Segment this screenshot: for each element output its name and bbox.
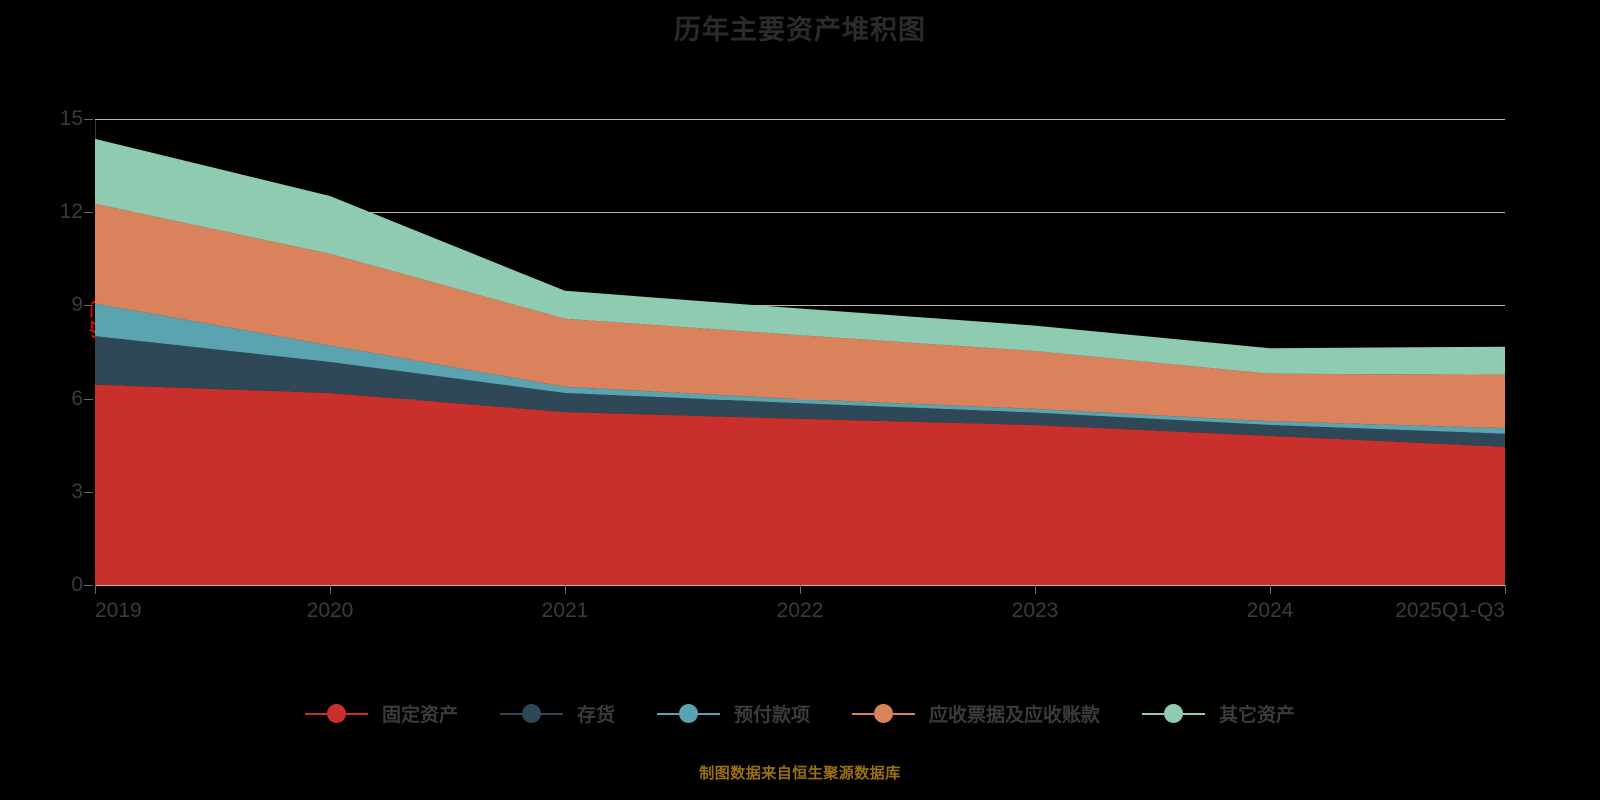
chart-legend: 固定资产 存货 预付款项 应收票据及应收账款 其它资产 xyxy=(0,700,1600,727)
x-axis-tick-label: 2024 xyxy=(1246,599,1294,622)
y-axis-tick-label: 9 xyxy=(71,293,83,317)
legend-line-icon xyxy=(852,712,874,715)
legend-dot-icon xyxy=(874,704,893,723)
legend-label: 存货 xyxy=(576,705,615,726)
x-axis-tick-mark xyxy=(95,585,96,594)
legend-label: 应收票据及应收账款 xyxy=(929,705,1101,726)
x-axis-tick-mark xyxy=(1270,585,1271,594)
chart-title: 历年主要资产堆积图 xyxy=(674,15,926,45)
legend-dot-icon xyxy=(521,704,541,723)
gridline xyxy=(95,119,1505,120)
legend-line-icon xyxy=(893,712,915,715)
legend-line-icon xyxy=(499,712,522,715)
legend-dot-icon xyxy=(678,704,698,723)
legend-line-icon xyxy=(656,712,679,715)
legend-label: 固定资产 xyxy=(381,705,458,726)
x-axis-tick-mark xyxy=(1505,585,1506,594)
x-axis-tick-label: 2023 xyxy=(1011,599,1059,622)
x-axis-tick-label: 2019 xyxy=(95,599,142,622)
legend-line-icon xyxy=(1142,712,1165,715)
y-axis-tick-mark xyxy=(84,585,93,586)
y-axis-tick-mark xyxy=(84,212,93,214)
x-axis-tick-label: 2022 xyxy=(776,599,824,622)
x-axis-tick-label: 2025Q1-Q3 xyxy=(1395,599,1505,622)
legend-item[interactable]: 固定资产 xyxy=(304,700,458,727)
y-axis-tick-label: 12 xyxy=(59,200,83,224)
y-axis-tick-mark xyxy=(84,398,93,400)
area-series xyxy=(95,336,1505,447)
x-axis-tick-label: 2021 xyxy=(541,599,589,622)
legend-line-icon xyxy=(304,712,327,715)
legend-label: 其它资产 xyxy=(1219,705,1296,726)
legend-line-icon xyxy=(345,712,368,715)
legend-item[interactable]: 存货 xyxy=(499,700,615,727)
y-axis-tick-label: 6 xyxy=(71,386,83,410)
source-footer: 制图数据来自恒生聚源数据库 xyxy=(699,765,901,782)
y-axis-tick-label: 15 xyxy=(59,107,83,130)
legend-dot-icon xyxy=(1164,704,1184,723)
legend-dot-icon xyxy=(326,704,346,723)
y-axis-tick-mark xyxy=(84,491,93,493)
area-series xyxy=(95,384,1505,585)
area-series xyxy=(95,203,1505,429)
y-axis-tick-label: 3 xyxy=(71,479,83,503)
gridline xyxy=(95,305,1505,307)
legend-label: 预付款项 xyxy=(733,705,810,726)
y-axis-tick-mark xyxy=(84,119,93,120)
stacked-area-series xyxy=(95,138,1505,585)
legend-item[interactable]: 应收票据及应收账款 xyxy=(852,700,1100,727)
x-axis-tick-mark xyxy=(565,585,566,594)
legend-item[interactable]: 其它资产 xyxy=(1142,700,1295,727)
legend-item[interactable]: 预付款项 xyxy=(656,700,810,727)
gridline xyxy=(95,212,1505,214)
legend-line-icon xyxy=(1183,712,1206,715)
legend-line-icon xyxy=(697,712,720,715)
y-axis-tick-label: 0 xyxy=(71,573,83,596)
x-axis-tick-mark xyxy=(330,585,331,594)
area-series xyxy=(95,138,1505,375)
x-axis-tick-mark xyxy=(1035,585,1036,594)
legend-line-icon xyxy=(540,712,563,715)
y-axis-tick-mark xyxy=(84,305,93,307)
x-axis-tick-label: 2020 xyxy=(306,599,354,622)
x-axis-tick-mark xyxy=(800,585,801,594)
